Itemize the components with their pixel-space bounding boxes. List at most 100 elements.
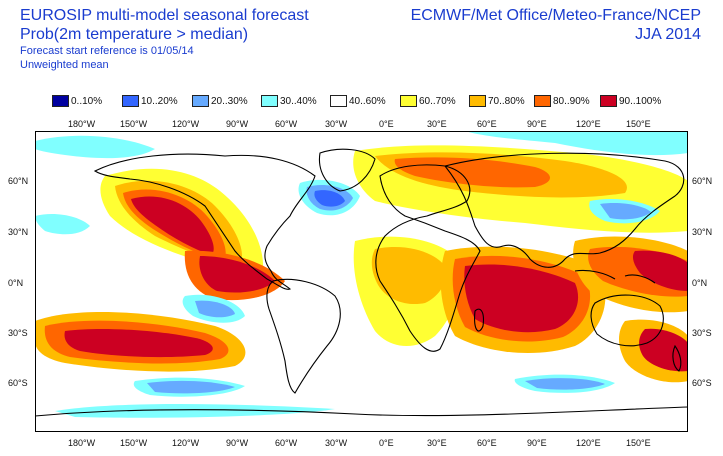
lon-label-top: 30°E <box>427 119 447 129</box>
legend-swatch <box>122 95 139 107</box>
season-label: JJA 2014 <box>635 26 701 43</box>
lon-label-top: 150°W <box>120 119 148 129</box>
anomaly-region <box>639 328 688 372</box>
legend-item: 0..10% <box>52 94 102 108</box>
lat-label-left: 30°S <box>8 328 28 338</box>
anomaly-region <box>131 196 214 255</box>
anomaly-region <box>314 190 345 207</box>
legend-item: 90..100% <box>600 94 661 108</box>
legend-swatch <box>600 95 617 107</box>
legend-label: 70..80% <box>488 95 525 107</box>
lon-label-top: 0°E <box>379 119 394 129</box>
anomaly-region <box>147 380 235 394</box>
lon-label-bottom: 0°E <box>379 438 394 448</box>
lat-label-left: 60°S <box>8 378 28 388</box>
lat-label-left: 30°N <box>8 227 29 237</box>
anomaly-region <box>600 202 651 220</box>
anomaly-region <box>632 250 688 291</box>
lon-label-bottom: 30°W <box>325 438 348 448</box>
chart-subtitle: Prob(2m temperature > median) <box>20 26 249 43</box>
coastline-europe-africa <box>375 164 481 352</box>
legend-swatch <box>52 95 69 107</box>
anomaly-region <box>525 378 605 390</box>
legend-item: 40..60% <box>330 94 386 108</box>
lat-label-right: 30°S <box>692 328 712 338</box>
anomaly-region <box>371 246 446 305</box>
legend-item: 10..20% <box>122 94 178 108</box>
legend-swatch <box>534 95 551 107</box>
forecast-map <box>35 131 688 432</box>
lat-label-right: 60°N <box>692 176 713 186</box>
anomaly-region <box>195 300 235 318</box>
lon-label-top: 90°W <box>226 119 249 129</box>
lon-label-top: 180°W <box>68 119 96 129</box>
lat-label-right: 0°N <box>692 278 708 288</box>
legend-swatch <box>469 95 486 107</box>
lon-label-bottom: 60°E <box>477 438 497 448</box>
legend-label: 0..10% <box>71 95 103 107</box>
lon-label-bottom: 60°W <box>275 438 298 448</box>
lon-label-bottom: 150°W <box>120 438 148 448</box>
lon-label-top: 150°E <box>626 119 651 129</box>
legend-item: 20..30% <box>192 94 248 108</box>
legend-item: 60..70% <box>400 94 456 108</box>
anomaly-region <box>64 328 213 358</box>
legend-label: 10..20% <box>141 95 178 107</box>
coastline-new-zealand <box>672 344 682 372</box>
map-border <box>35 131 688 432</box>
lon-label-top: 30°W <box>325 119 348 129</box>
anomaly-region <box>465 131 688 156</box>
mean-type: Unweighted mean <box>20 59 109 71</box>
coastline-madagascar <box>474 308 484 332</box>
anomaly-region <box>464 264 579 333</box>
legend-label: 20..30% <box>211 95 248 107</box>
coastline-antarctica <box>35 406 688 417</box>
lon-label-bottom: 120°W <box>172 438 200 448</box>
map-svg <box>35 131 688 432</box>
lon-label-top: 90°E <box>527 119 547 129</box>
lat-label-left: 60°N <box>8 176 29 186</box>
coastline-greenland <box>318 148 376 192</box>
lon-label-top: 120°E <box>576 119 601 129</box>
legend-label: 90..100% <box>619 95 662 107</box>
legend-swatch <box>261 95 278 107</box>
lon-label-bottom: 90°W <box>226 438 249 448</box>
lon-label-bottom: 150°E <box>626 438 651 448</box>
lon-label-bottom: 120°E <box>576 438 601 448</box>
centres-label: ECMWF/Met Office/Meteo-France/NCEP <box>410 7 701 24</box>
legend-swatch <box>400 95 417 107</box>
lon-label-bottom: 180°W <box>68 438 96 448</box>
coastline-north-america <box>93 153 316 290</box>
legend-swatch <box>330 95 347 107</box>
lon-label-top: 60°W <box>275 119 298 129</box>
forecast-start-reference: Forecast start reference is 01/05/14 <box>20 45 194 57</box>
anomaly-region <box>199 256 275 293</box>
lon-label-bottom: 30°E <box>427 438 447 448</box>
coastline-australia <box>590 294 664 347</box>
coastline-indonesia <box>624 274 656 284</box>
anomaly-region <box>35 214 90 235</box>
legend-item: 30..40% <box>261 94 317 108</box>
legend-label: 30..40% <box>280 95 317 107</box>
lon-label-top: 60°E <box>477 119 497 129</box>
lat-label-left: 0°N <box>8 278 24 288</box>
legend-label: 60..70% <box>419 95 456 107</box>
legend-swatch <box>192 95 209 107</box>
lat-label-right: 60°S <box>692 378 712 388</box>
chart-title: EUROSIP multi-model seasonal forecast <box>20 7 309 24</box>
lat-label-right: 30°N <box>692 227 713 237</box>
lon-label-top: 120°W <box>172 119 200 129</box>
coastline-asia <box>444 152 685 268</box>
legend-label: 40..60% <box>349 95 386 107</box>
coastline-indonesia <box>574 269 616 280</box>
legend-item: 80..90% <box>534 94 590 108</box>
legend-item: 70..80% <box>469 94 525 108</box>
title-block: EUROSIP multi-model seasonal forecast Pr… <box>20 6 309 72</box>
legend: 0..10% 10..20% 20..30% 30..40% 40..60% 6… <box>52 94 672 108</box>
lon-label-bottom: 90°E <box>527 438 547 448</box>
coastlines <box>35 148 688 417</box>
anomaly-region <box>55 404 335 418</box>
legend-label: 80..90% <box>553 95 590 107</box>
title-right-block: ECMWF/Met Office/Meteo-France/NCEP JJA 2… <box>411 6 701 44</box>
anomaly-region <box>35 135 155 159</box>
